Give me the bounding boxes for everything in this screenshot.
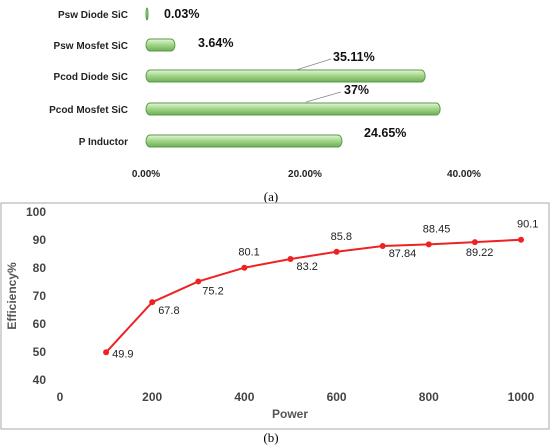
x-tick-label: 400 <box>234 390 254 404</box>
y-tick-label: 40 <box>33 373 47 387</box>
data-label: 37% <box>344 83 369 97</box>
line-chart-frame <box>0 202 550 430</box>
y-tick-label: 70 <box>33 289 47 303</box>
category-label: Pcod Mosfet SiC <box>49 105 128 116</box>
x-tick-label: 40.00% <box>447 169 481 180</box>
y-tick-label: 50 <box>33 345 47 359</box>
y-tick-label: 80 <box>33 261 47 275</box>
data-label: 24.65% <box>364 126 406 140</box>
data-point <box>518 236 524 243</box>
data-label: 90.1 <box>517 219 538 231</box>
leader-line <box>305 91 342 103</box>
y-tick-label: 60 <box>33 317 47 331</box>
data-label: 88.45 <box>423 223 451 235</box>
bar-chart-panel: Psw Diode SiC Psw Mosfet SiC Pcod Diode Si… <box>49 7 481 180</box>
data-point <box>333 248 340 255</box>
data-point <box>425 241 432 248</box>
x-tick-label: 0 <box>57 390 64 404</box>
x-tick-label: 800 <box>419 390 439 404</box>
data-label: 87.84 <box>389 248 417 260</box>
data-point <box>149 299 156 306</box>
category-label: Psw Mosfet SiC <box>54 41 128 52</box>
x-tick-label: 600 <box>327 390 347 404</box>
y-tick-label: 100 <box>26 205 46 219</box>
data-label: 83.2 <box>297 261 318 273</box>
series-line <box>105 238 522 353</box>
x-tick-label: 20.00% <box>288 169 322 180</box>
data-label: 49.9 <box>112 348 133 360</box>
category-label: Psw Diode SiC <box>58 10 128 21</box>
data-point <box>471 239 478 246</box>
leader-line <box>295 58 332 71</box>
bar <box>145 7 149 21</box>
data-point <box>241 264 248 271</box>
data-point <box>195 278 202 285</box>
x-axis-title: Power <box>272 407 308 421</box>
data-label: 35.11% <box>333 50 375 64</box>
panel-a-label: (a) <box>264 189 278 204</box>
data-point <box>103 349 110 356</box>
bar <box>145 102 441 116</box>
bar <box>145 134 343 148</box>
x-tick-label: 1000 <box>508 390 535 404</box>
bar <box>145 69 426 83</box>
data-label: 0.03% <box>164 7 199 21</box>
data-label: 3.64% <box>198 36 233 50</box>
data-label: 80.1 <box>238 247 259 259</box>
y-tick-label: 90 <box>33 233 47 247</box>
category-label: Pcod Diode SiC <box>54 72 128 83</box>
x-tick-label: 200 <box>142 390 162 404</box>
y-axis-title: Efficiency% <box>5 262 19 330</box>
data-label: 85.8 <box>331 231 352 243</box>
bar <box>145 38 176 52</box>
category-label: P Inductor <box>79 137 128 148</box>
x-tick-label: 0.00% <box>132 169 160 180</box>
panel-b-label: (b) <box>263 430 278 445</box>
data-point <box>379 243 386 250</box>
data-point <box>287 256 294 263</box>
data-label: 67.8 <box>158 305 179 317</box>
data-label: 89.22 <box>466 247 494 259</box>
data-label: 75.2 <box>202 285 223 297</box>
